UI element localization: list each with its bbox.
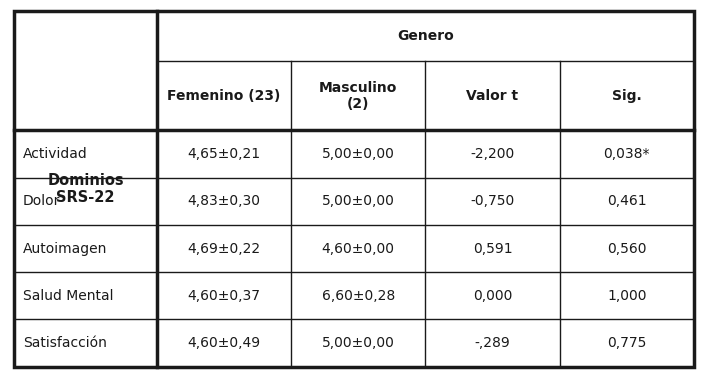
Text: 4,69±0,22: 4,69±0,22 bbox=[188, 242, 261, 256]
Text: -2,200: -2,200 bbox=[470, 147, 515, 161]
Text: 0,038*: 0,038* bbox=[603, 147, 650, 161]
Text: 0,000: 0,000 bbox=[473, 289, 512, 303]
Text: Dolor: Dolor bbox=[23, 194, 60, 208]
Text: Valor t: Valor t bbox=[467, 89, 518, 103]
Text: Dominios
SRS-22: Dominios SRS-22 bbox=[47, 173, 124, 205]
Text: Satisfacción: Satisfacción bbox=[23, 336, 106, 350]
Text: 4,65±0,21: 4,65±0,21 bbox=[188, 147, 261, 161]
Text: Autoimagen: Autoimagen bbox=[23, 242, 107, 256]
Text: 4,60±0,49: 4,60±0,49 bbox=[188, 336, 261, 350]
Text: 0,591: 0,591 bbox=[473, 242, 513, 256]
Text: 6,60±0,28: 6,60±0,28 bbox=[321, 289, 395, 303]
Text: 4,83±0,30: 4,83±0,30 bbox=[188, 194, 261, 208]
Text: Sig.: Sig. bbox=[612, 89, 641, 103]
Text: 5,00±0,00: 5,00±0,00 bbox=[322, 194, 394, 208]
Text: -,289: -,289 bbox=[474, 336, 510, 350]
Text: 5,00±0,00: 5,00±0,00 bbox=[322, 147, 394, 161]
Text: 4,60±0,37: 4,60±0,37 bbox=[188, 289, 261, 303]
Text: 0,461: 0,461 bbox=[607, 194, 646, 208]
Text: 0,775: 0,775 bbox=[607, 336, 646, 350]
Text: 1,000: 1,000 bbox=[607, 289, 646, 303]
Text: Actividad: Actividad bbox=[23, 147, 87, 161]
Text: Femenino (23): Femenino (23) bbox=[167, 89, 280, 103]
Text: 0,560: 0,560 bbox=[607, 242, 646, 256]
Text: 4,60±0,00: 4,60±0,00 bbox=[321, 242, 395, 256]
Text: -0,750: -0,750 bbox=[470, 194, 515, 208]
Text: Genero: Genero bbox=[397, 29, 454, 43]
Text: Masculino
(2): Masculino (2) bbox=[319, 81, 397, 111]
Text: 5,00±0,00: 5,00±0,00 bbox=[322, 336, 394, 350]
Text: Salud Mental: Salud Mental bbox=[23, 289, 113, 303]
